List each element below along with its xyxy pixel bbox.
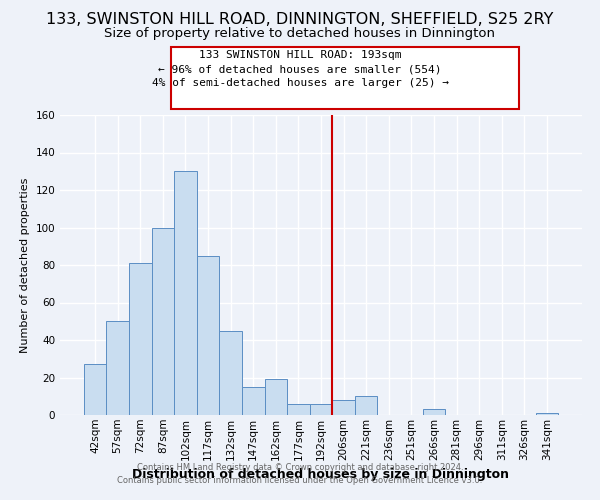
Text: 133 SWINSTON HILL ROAD: 193sqm
← 96% of detached houses are smaller (554)
4% of : 133 SWINSTON HILL ROAD: 193sqm ← 96% of … — [151, 50, 449, 88]
Text: Size of property relative to detached houses in Dinnington: Size of property relative to detached ho… — [104, 28, 496, 40]
Text: 133, SWINSTON HILL ROAD, DINNINGTON, SHEFFIELD, S25 2RY: 133, SWINSTON HILL ROAD, DINNINGTON, SHE… — [46, 12, 554, 28]
Bar — [174, 171, 197, 415]
Bar — [220, 330, 242, 415]
Y-axis label: Number of detached properties: Number of detached properties — [20, 178, 30, 352]
Bar — [106, 322, 129, 415]
X-axis label: Distribution of detached houses by size in Dinnington: Distribution of detached houses by size … — [133, 468, 509, 481]
Bar — [355, 396, 377, 415]
Bar — [265, 380, 287, 415]
Bar — [152, 228, 174, 415]
Bar — [536, 413, 558, 415]
Bar — [84, 364, 106, 415]
Bar — [287, 404, 310, 415]
Bar — [129, 263, 152, 415]
Bar — [332, 400, 355, 415]
Bar — [242, 387, 265, 415]
Bar — [422, 410, 445, 415]
Bar — [310, 404, 332, 415]
Text: Contains HM Land Registry data © Crown copyright and database right 2024.: Contains HM Land Registry data © Crown c… — [137, 464, 463, 472]
Bar — [197, 256, 220, 415]
Text: Contains public sector information licensed under the Open Government Licence v3: Contains public sector information licen… — [118, 476, 482, 485]
